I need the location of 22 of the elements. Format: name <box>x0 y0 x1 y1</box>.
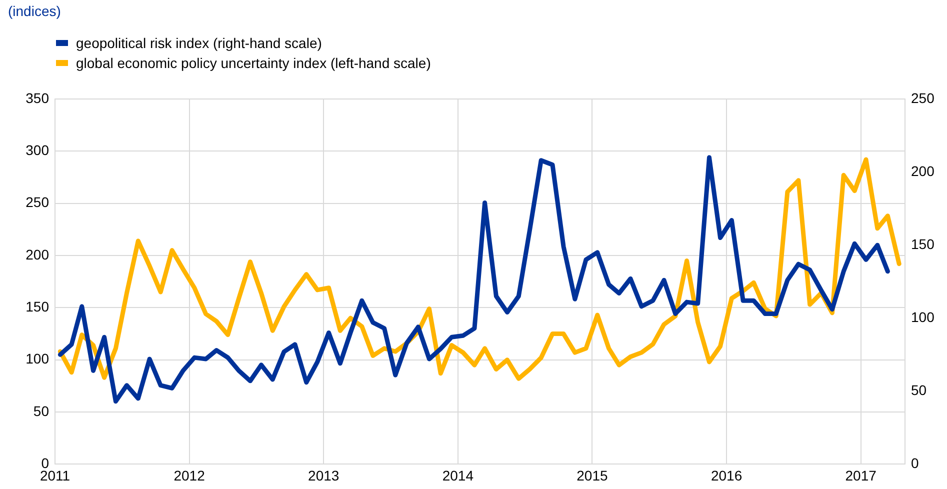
y-tick-label: 200 <box>26 246 50 262</box>
y-tick-label: 150 <box>26 298 50 315</box>
y2-tick-label: 150 <box>911 236 935 252</box>
y-tick-label: 50 <box>33 402 50 419</box>
x-tick-label: 2015 <box>576 467 608 484</box>
y2-tick-label: 200 <box>911 162 935 179</box>
y2-tick-label: 250 <box>911 90 935 106</box>
x-tick-label: 2014 <box>442 467 474 484</box>
y2-tick-label: 100 <box>911 308 935 325</box>
legend-label: global economic policy uncertainty index (left-hand scale) <box>76 55 431 71</box>
y2-tick-label: 0 <box>911 455 919 472</box>
x-tick-label: 2017 <box>845 467 877 484</box>
x-tick-label: 2012 <box>174 467 206 484</box>
x-tick-label: 2013 <box>308 467 340 484</box>
x-tick-label: 2016 <box>710 467 742 484</box>
text: (indices) <box>8 3 61 19</box>
y-tick-label: 300 <box>26 142 50 158</box>
legend-label: geopolitical risk index (right-hand scale) <box>76 35 322 51</box>
y-tick-label: 250 <box>26 194 50 210</box>
y2-tick-label: 50 <box>911 382 927 398</box>
y-tick-label: 100 <box>26 350 50 367</box>
y-tick-label: 350 <box>26 90 50 106</box>
